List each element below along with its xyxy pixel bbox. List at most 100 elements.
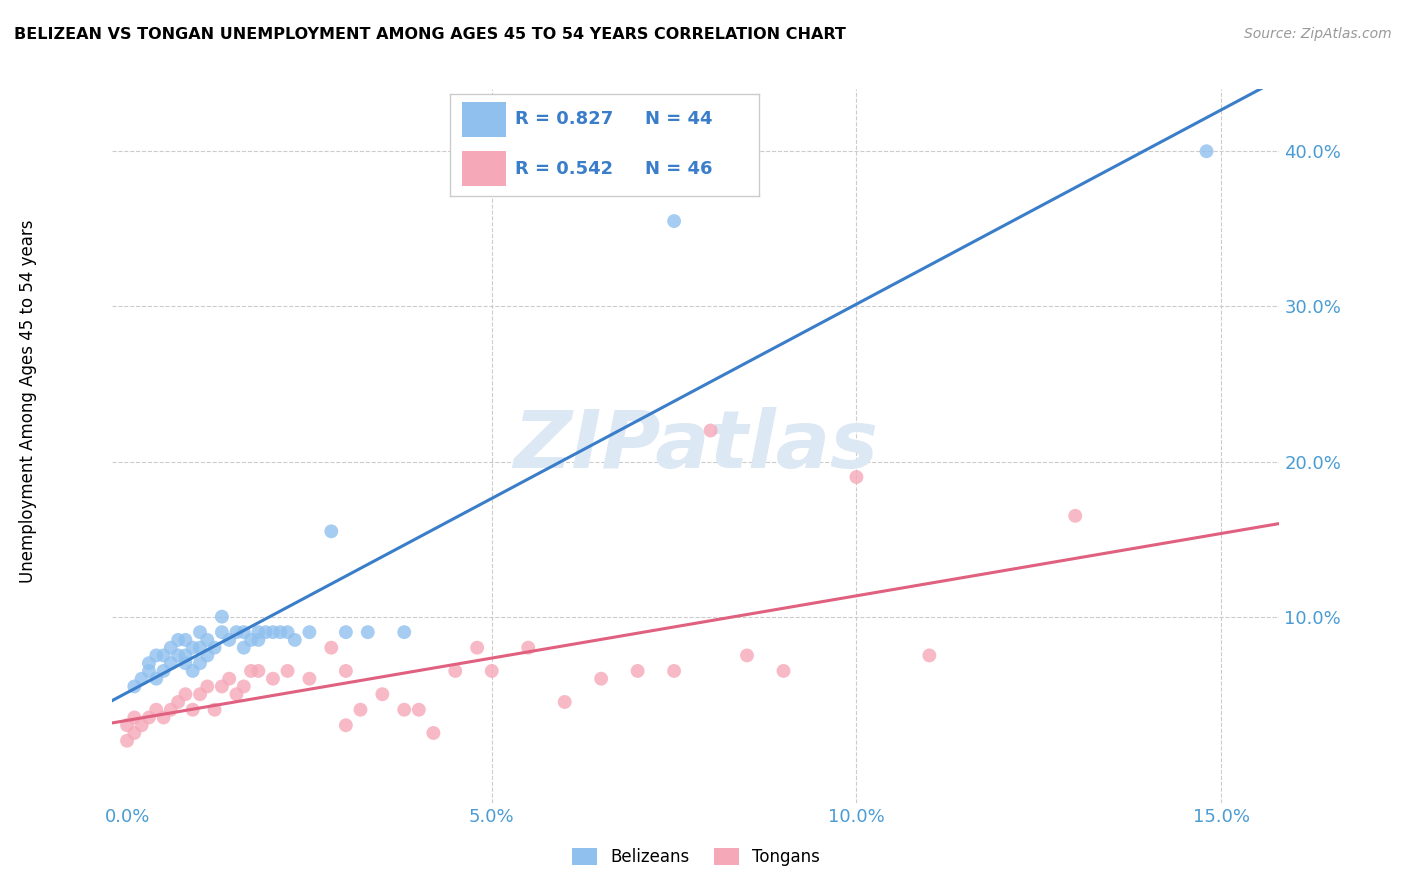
Point xyxy=(152,648,174,663)
Point xyxy=(392,703,416,717)
Text: BELIZEAN VS TONGAN UNEMPLOYMENT AMONG AGES 45 TO 54 YEARS CORRELATION CHART: BELIZEAN VS TONGAN UNEMPLOYMENT AMONG AG… xyxy=(14,27,846,42)
Point xyxy=(124,710,146,724)
Legend: Belizeans, Tongans: Belizeans, Tongans xyxy=(565,841,827,873)
Text: N = 44: N = 44 xyxy=(645,111,713,128)
Point xyxy=(195,632,218,647)
Point xyxy=(211,609,233,624)
Point xyxy=(174,648,197,663)
Point xyxy=(517,640,540,655)
Point xyxy=(240,632,263,647)
Point xyxy=(349,703,371,717)
Point xyxy=(131,672,153,686)
Point xyxy=(276,625,298,640)
Point xyxy=(262,625,284,640)
Point xyxy=(232,680,254,694)
Point xyxy=(444,664,467,678)
Point xyxy=(335,625,357,640)
Point xyxy=(145,648,167,663)
Point xyxy=(465,640,488,655)
Point xyxy=(772,664,794,678)
Point xyxy=(357,625,380,640)
Point xyxy=(481,664,503,678)
Point xyxy=(225,687,247,701)
Point xyxy=(145,703,167,717)
Point xyxy=(276,664,298,678)
Point xyxy=(188,640,211,655)
Point xyxy=(188,625,211,640)
Text: N = 46: N = 46 xyxy=(645,160,713,178)
Point xyxy=(160,703,183,717)
Point xyxy=(247,625,270,640)
Bar xyxy=(463,151,506,186)
Point xyxy=(422,726,444,740)
Point xyxy=(284,632,307,647)
Text: ZIPatlas: ZIPatlas xyxy=(513,407,879,485)
Point xyxy=(181,640,204,655)
Point xyxy=(298,625,321,640)
Point xyxy=(138,656,160,670)
Point xyxy=(204,703,226,717)
Point xyxy=(321,640,343,655)
Point xyxy=(321,524,343,539)
Point xyxy=(845,470,868,484)
Point xyxy=(662,214,685,228)
Point xyxy=(160,640,183,655)
Point xyxy=(145,672,167,686)
Point xyxy=(115,718,138,732)
Point xyxy=(699,424,721,438)
Point xyxy=(152,664,174,678)
Point xyxy=(211,680,233,694)
Point xyxy=(138,710,160,724)
Point xyxy=(262,672,284,686)
Point xyxy=(735,648,758,663)
Point xyxy=(124,680,146,694)
Point xyxy=(335,664,357,678)
Point xyxy=(218,632,240,647)
Point xyxy=(195,680,218,694)
Point xyxy=(918,648,941,663)
Point xyxy=(392,625,416,640)
Point xyxy=(218,672,240,686)
Point xyxy=(160,656,183,670)
Point xyxy=(225,625,247,640)
Point xyxy=(181,664,204,678)
Point xyxy=(254,625,277,640)
Point xyxy=(167,695,190,709)
Point xyxy=(371,687,394,701)
Point xyxy=(167,632,190,647)
Point xyxy=(211,625,233,640)
Point xyxy=(138,664,160,678)
Point xyxy=(124,726,146,740)
Point xyxy=(627,664,650,678)
Text: Unemployment Among Ages 45 to 54 years: Unemployment Among Ages 45 to 54 years xyxy=(20,219,37,583)
Point xyxy=(335,718,357,732)
Point xyxy=(591,672,613,686)
Text: R = 0.827: R = 0.827 xyxy=(515,111,613,128)
Point xyxy=(247,664,270,678)
Bar xyxy=(463,102,506,136)
Text: Source: ZipAtlas.com: Source: ZipAtlas.com xyxy=(1244,27,1392,41)
Point xyxy=(554,695,576,709)
Text: R = 0.542: R = 0.542 xyxy=(515,160,613,178)
Point xyxy=(174,656,197,670)
Point xyxy=(204,640,226,655)
Point xyxy=(662,664,685,678)
Point xyxy=(131,718,153,732)
Point xyxy=(269,625,291,640)
Point xyxy=(152,710,174,724)
Point xyxy=(408,703,430,717)
Point xyxy=(240,664,263,678)
Point xyxy=(232,640,254,655)
Point xyxy=(247,632,270,647)
Point xyxy=(1195,145,1218,159)
Point xyxy=(188,687,211,701)
Point xyxy=(232,625,254,640)
Point xyxy=(188,656,211,670)
Point xyxy=(1064,508,1087,523)
Point xyxy=(195,648,218,663)
Point xyxy=(115,733,138,747)
Point xyxy=(174,632,197,647)
Point xyxy=(181,703,204,717)
Point xyxy=(298,672,321,686)
Point xyxy=(167,648,190,663)
